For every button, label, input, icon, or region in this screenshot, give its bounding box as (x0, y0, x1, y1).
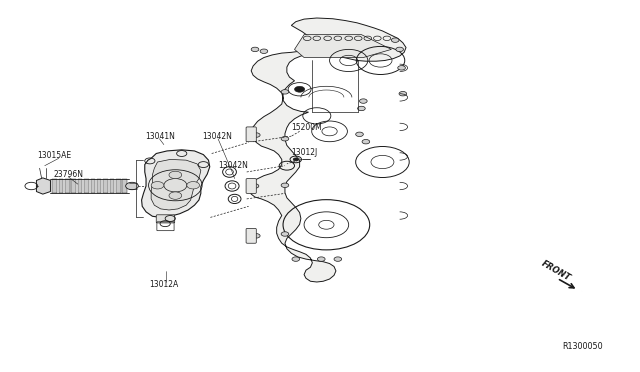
Circle shape (358, 106, 365, 111)
Circle shape (362, 140, 370, 144)
Text: 13012J: 13012J (291, 148, 317, 157)
Text: 15200M: 15200M (291, 123, 322, 132)
FancyBboxPatch shape (246, 228, 256, 243)
Bar (109, 179, 114, 193)
Circle shape (151, 182, 164, 189)
Circle shape (169, 192, 182, 199)
Circle shape (125, 182, 138, 190)
Text: 13041N: 13041N (145, 132, 175, 141)
Polygon shape (151, 160, 201, 210)
Polygon shape (36, 178, 51, 194)
Circle shape (334, 257, 342, 261)
Bar (103, 179, 108, 193)
Circle shape (281, 90, 289, 94)
Text: 13012A: 13012A (149, 280, 179, 289)
Circle shape (399, 92, 406, 96)
Circle shape (281, 232, 289, 236)
Bar (97, 179, 101, 193)
Bar (59, 179, 63, 193)
FancyBboxPatch shape (246, 179, 256, 193)
Circle shape (260, 49, 268, 54)
Bar (65, 179, 70, 193)
Text: 13042N: 13042N (202, 132, 232, 141)
Text: R1300050: R1300050 (562, 342, 603, 351)
Text: 23796N: 23796N (54, 170, 84, 179)
Circle shape (251, 47, 259, 52)
Circle shape (392, 38, 399, 42)
Circle shape (396, 47, 403, 52)
Circle shape (292, 257, 300, 261)
Bar (91, 179, 95, 193)
Circle shape (397, 65, 405, 70)
Bar (52, 179, 57, 193)
Circle shape (281, 183, 289, 187)
Circle shape (252, 133, 260, 137)
Polygon shape (250, 18, 406, 282)
Circle shape (251, 184, 259, 188)
Bar (116, 179, 120, 193)
Bar (78, 179, 83, 193)
Polygon shape (141, 150, 210, 217)
FancyBboxPatch shape (246, 127, 256, 142)
Circle shape (252, 234, 260, 238)
FancyBboxPatch shape (156, 215, 175, 223)
Text: 13015AE: 13015AE (37, 151, 71, 160)
Circle shape (281, 137, 289, 141)
Bar (84, 179, 89, 193)
Bar (122, 179, 127, 193)
Polygon shape (294, 35, 392, 58)
Text: 13042N: 13042N (218, 161, 248, 170)
Circle shape (187, 182, 200, 189)
Text: FRONT: FRONT (540, 259, 572, 283)
Bar (72, 179, 76, 193)
Circle shape (169, 171, 182, 179)
Circle shape (317, 257, 325, 261)
Circle shape (294, 86, 305, 92)
Circle shape (356, 132, 364, 137)
Circle shape (360, 99, 367, 103)
Circle shape (293, 158, 298, 161)
